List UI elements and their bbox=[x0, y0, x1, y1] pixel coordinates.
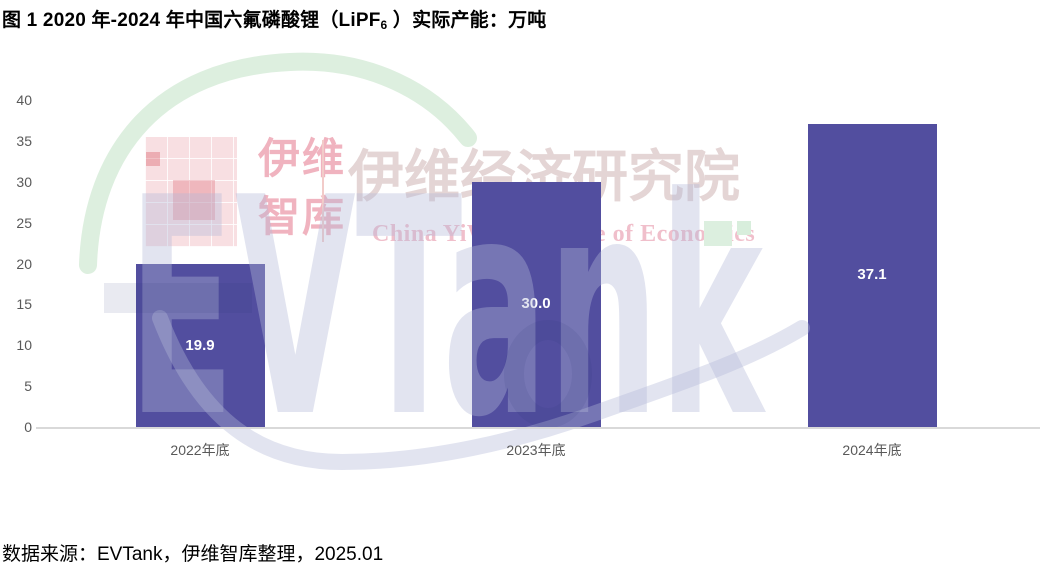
bar-2022年底 bbox=[135, 264, 265, 427]
bar-2024年底 bbox=[807, 123, 937, 427]
bar-value-label: 37.1 bbox=[857, 266, 887, 284]
figure-source: 数据来源：EVTank，伊维智库整理，2025.01 bbox=[2, 544, 384, 565]
figure-title-suffix: ）实际产能：万吨 bbox=[387, 10, 547, 31]
figure-title-subscript: 6 bbox=[380, 18, 388, 32]
bar-value-label: 19.9 bbox=[185, 336, 215, 354]
bar-2023年底 bbox=[471, 181, 601, 427]
figure-title: 图 1 2020 年-2024 年中国六氟磷酸锂（LiPF6 ）实际产能：万吨 bbox=[2, 5, 546, 32]
bar-value-label: 30.0 bbox=[521, 295, 551, 313]
figure-title-text: 图 1 2020 年-2024 年中国六氟磷酸锂（LiPF bbox=[2, 10, 381, 31]
